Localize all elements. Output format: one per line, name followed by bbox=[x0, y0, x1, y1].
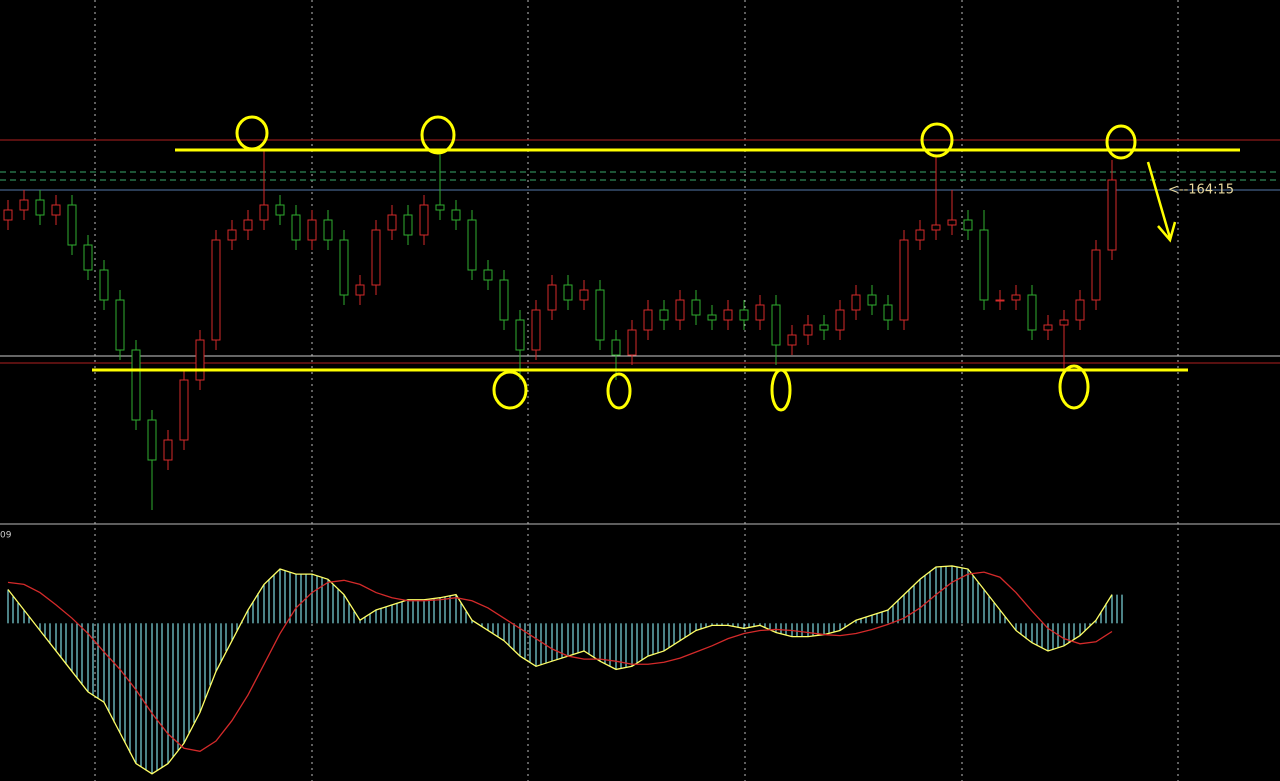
candle-body bbox=[115, 299, 125, 351]
candle-body bbox=[259, 204, 269, 221]
candle-body bbox=[547, 284, 557, 311]
candle-body bbox=[227, 229, 237, 241]
candle-body bbox=[835, 309, 845, 331]
candle-body bbox=[739, 309, 749, 321]
candle-body bbox=[1091, 249, 1101, 301]
candle-body bbox=[371, 229, 381, 286]
candle-body bbox=[243, 219, 253, 231]
candle-body bbox=[403, 214, 413, 236]
candle-body bbox=[915, 229, 925, 241]
candle-body bbox=[979, 229, 989, 301]
candle-body bbox=[1059, 319, 1069, 326]
candle-body bbox=[307, 219, 317, 241]
candle-body bbox=[819, 324, 829, 331]
macd-line bbox=[7, 565, 1113, 775]
candle-body bbox=[579, 289, 589, 301]
candle-body bbox=[99, 269, 109, 301]
candle-body bbox=[179, 379, 189, 441]
macd-pane bbox=[7, 565, 1123, 775]
circle-marker bbox=[420, 115, 456, 155]
candle-body bbox=[787, 334, 797, 346]
candle-body bbox=[1043, 324, 1053, 331]
indicator-label: 09 bbox=[0, 531, 12, 541]
candle-body bbox=[851, 294, 861, 311]
candle-body bbox=[867, 294, 877, 306]
candle-body bbox=[963, 219, 973, 231]
candle-body bbox=[451, 209, 461, 221]
candle-body bbox=[515, 319, 525, 351]
circle-marker bbox=[235, 115, 269, 151]
candle-body bbox=[691, 299, 701, 316]
candle-body bbox=[275, 204, 285, 216]
candle-body bbox=[563, 284, 573, 301]
candle-body bbox=[483, 269, 493, 281]
candle-body bbox=[435, 204, 445, 211]
candle-body bbox=[627, 329, 637, 356]
candle-body bbox=[947, 219, 957, 226]
arrow bbox=[1146, 161, 1177, 243]
candle-body bbox=[67, 204, 77, 246]
candle-body bbox=[467, 219, 477, 271]
circle-marker bbox=[920, 122, 954, 158]
candle-body bbox=[499, 279, 509, 321]
candle-body bbox=[35, 199, 45, 216]
circle-marker bbox=[1105, 124, 1137, 160]
candle-body bbox=[931, 224, 941, 231]
candle-body bbox=[195, 339, 205, 381]
candle-body bbox=[771, 304, 781, 346]
candle-body bbox=[595, 289, 605, 341]
candle-body bbox=[707, 314, 717, 321]
candles bbox=[3, 150, 1117, 510]
circle-marker bbox=[1058, 364, 1090, 410]
candle-body bbox=[1027, 294, 1037, 331]
candle-body bbox=[291, 214, 301, 241]
candle-body bbox=[883, 304, 893, 321]
candle-body bbox=[1011, 294, 1021, 301]
candle-body bbox=[723, 309, 733, 321]
price-annotation: <--164:15 bbox=[1168, 183, 1234, 198]
candle-body bbox=[147, 419, 157, 461]
candle-body bbox=[211, 239, 221, 341]
circle-marker bbox=[606, 372, 632, 410]
candle-body bbox=[531, 309, 541, 351]
circle-marker bbox=[492, 370, 528, 410]
candle-body bbox=[163, 439, 173, 461]
signal-line bbox=[7, 571, 1113, 752]
candle-body bbox=[51, 204, 61, 216]
candle-body bbox=[643, 309, 653, 331]
candle-body bbox=[899, 239, 909, 321]
candle-body bbox=[803, 324, 813, 336]
candle-body bbox=[1075, 299, 1085, 321]
candle-body bbox=[995, 299, 1005, 302]
candle-body bbox=[355, 284, 365, 296]
candle-body bbox=[419, 204, 429, 236]
candle-body bbox=[83, 244, 93, 271]
candle-body bbox=[659, 309, 669, 321]
candle-body bbox=[131, 349, 141, 421]
candle-body bbox=[339, 239, 349, 296]
annotations bbox=[235, 115, 1177, 412]
circle-marker bbox=[770, 368, 792, 412]
candle-body bbox=[387, 214, 397, 231]
candle-body bbox=[19, 199, 29, 211]
candle-body bbox=[755, 304, 765, 321]
grid bbox=[94, 0, 1179, 781]
candle-body bbox=[1107, 179, 1117, 251]
candle-body bbox=[323, 219, 333, 241]
candle-body bbox=[611, 339, 621, 356]
candle-body bbox=[3, 209, 13, 221]
candle-body bbox=[675, 299, 685, 321]
